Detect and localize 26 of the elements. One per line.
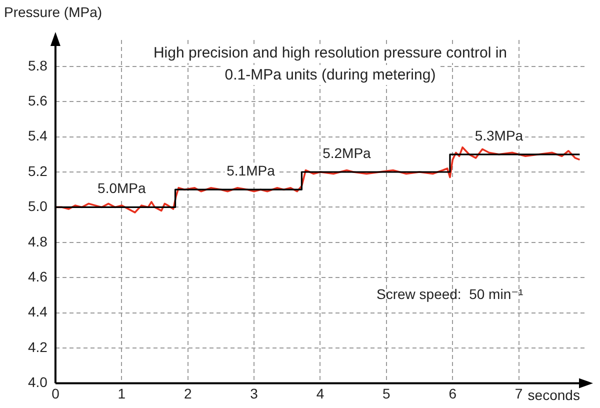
y-tick-label: 4.2 [28,338,48,355]
y-tick-label: 4.4 [28,304,48,320]
annotation: 5.2MPa [322,144,372,161]
x-tick-label: 7 [514,385,523,402]
y-tick-label: 5.4 [28,128,48,144]
y-tick-label: 5.8 [28,57,48,74]
y-tick-label: 5.2 [28,162,48,179]
annotation: 5.0MPa [98,180,146,196]
annotation: 5.1MPa [226,162,276,178]
y-tick-label: 4.8 [28,233,48,250]
y-tick-label: 4.0 [28,374,48,390]
x-tick-label: 2 [184,385,192,402]
x-tick-label: 1 [118,385,126,402]
x-tick-label: 4 [316,385,324,402]
y-axis-title: Pressure (MPa) [4,4,102,20]
x-tick-label: 5 [382,385,391,402]
x-tick-label: 6 [448,385,457,402]
x-tick-label: 3 [250,385,258,402]
x-axis-title: seconds [528,387,580,404]
text: High precision and high resolution pressure control in 0.1-MPa units (during metering) [153,44,508,84]
annotation: Screw speed: 50 min⁻¹ [376,286,524,302]
y-tick-label: 4.6 [28,268,48,284]
y-tick-label: 5.6 [28,92,48,108]
y-tick-label: 5.0 [28,198,48,214]
x-tick-label: 0 [52,385,60,402]
annotation: 5.3MPa [474,127,524,144]
